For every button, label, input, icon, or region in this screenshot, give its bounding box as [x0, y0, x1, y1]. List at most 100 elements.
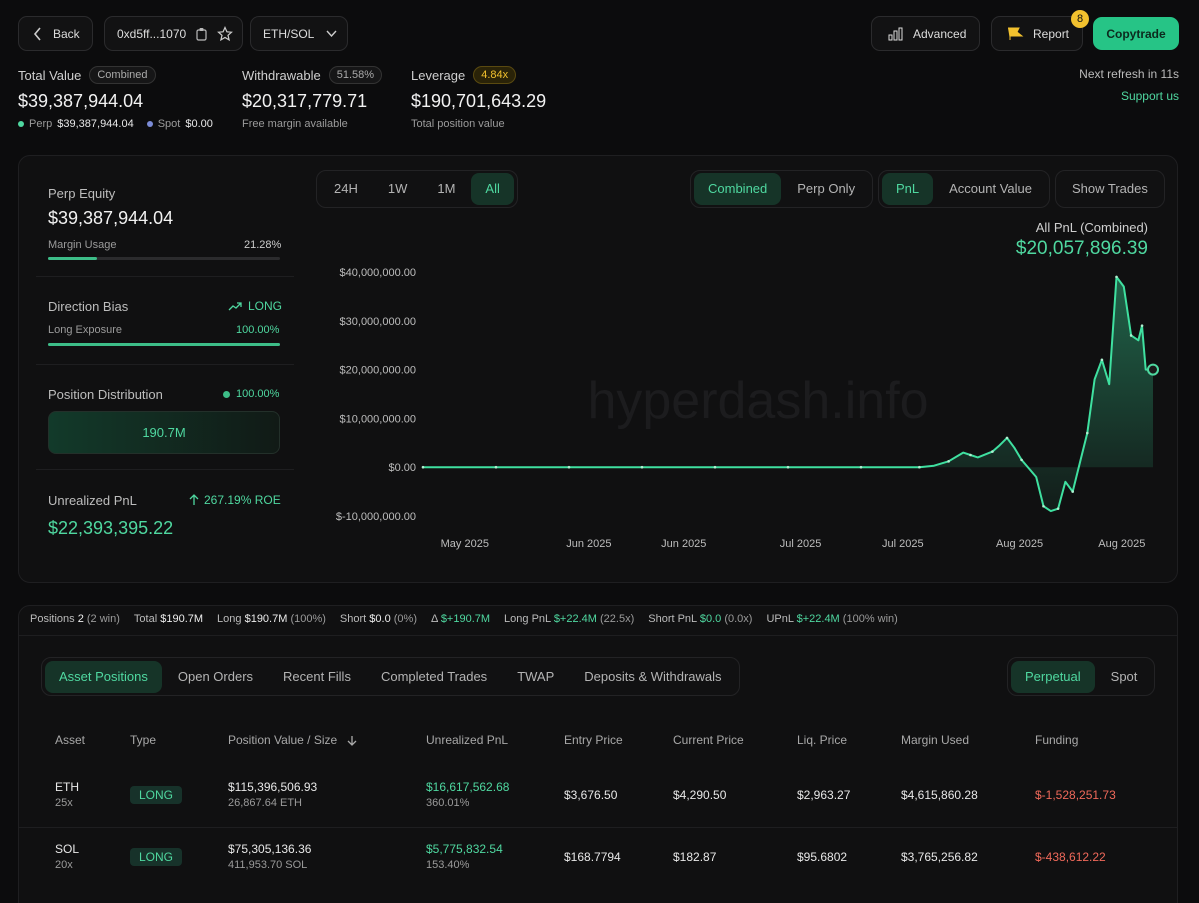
- market-tab-perpetual[interactable]: Perpetual: [1011, 660, 1095, 693]
- copy-icon[interactable]: [195, 27, 208, 41]
- range-tab-24h[interactable]: 24H: [334, 181, 358, 196]
- address-chip[interactable]: 0xd5ff...1070: [104, 16, 243, 51]
- long-exposure-label: Long Exposure: [48, 324, 122, 336]
- margin-usage-label: Margin Usage: [48, 239, 117, 251]
- back-button[interactable]: Back: [18, 16, 93, 51]
- unrealized-pnl-label: Unrealized PnL: [48, 493, 137, 508]
- range-tab-1m[interactable]: 1M: [437, 181, 456, 196]
- tab-asset-positions[interactable]: Asset Positions: [45, 660, 162, 693]
- column-header[interactable]: Funding: [1035, 733, 1079, 747]
- pnl-point: [421, 465, 425, 469]
- pnl-point: [1140, 324, 1144, 327]
- y-tick-label: $10,000,000.00: [340, 413, 416, 425]
- column-header[interactable]: Type: [130, 733, 157, 747]
- y-tick-label: $30,000,000.00: [340, 316, 416, 328]
- pnl-point: [918, 465, 921, 469]
- report-button[interactable]: Report: [991, 16, 1083, 51]
- entry-price-cell: $3,676.50: [564, 788, 618, 802]
- advanced-label: Advanced: [913, 26, 967, 41]
- position-distribution-amount: 190.7M: [142, 425, 186, 440]
- tab-recent-fills[interactable]: Recent Fills: [283, 668, 351, 684]
- spot-label: Spot: [157, 118, 181, 130]
- y-tick-label: $20,000,000.00: [340, 365, 416, 377]
- star-icon[interactable]: [217, 25, 234, 42]
- positions-tabs: Asset Positions Open Orders Recent Fills Co…: [41, 657, 740, 696]
- metric-tab-account-value[interactable]: Account Value: [949, 181, 1033, 196]
- advanced-button[interactable]: Advanced: [871, 16, 980, 51]
- column-header[interactable]: Position Value / Size: [228, 733, 358, 747]
- pnl-chart[interactable]: hyperdash.info $40,000,000.00 $30,000,000.…: [318, 258, 1168, 558]
- watermark-text: hyperdash.info: [587, 372, 928, 430]
- overview-panel: [18, 155, 1178, 583]
- withdrawable-badge: 51.58%: [328, 66, 383, 84]
- market-tab-spot[interactable]: Spot: [1110, 668, 1138, 684]
- leverage-badge: 4.84x: [473, 66, 517, 84]
- pnl-point: [567, 465, 571, 469]
- perp-equity-label: Perp Equity: [48, 186, 116, 201]
- margin-usage-bar: [48, 257, 280, 260]
- leverage-sub: Total position value: [411, 118, 505, 130]
- unrealized-pnl-cell: $5,775,832.54 153.40%: [426, 842, 503, 871]
- copytrade-label: Copytrade: [1106, 26, 1166, 41]
- leverage-value: $190,701,643.29: [411, 91, 547, 111]
- mode-selector: Combined Perp Only: [690, 170, 874, 208]
- pnl-point: [1115, 275, 1118, 279]
- range-tab-1w[interactable]: 1W: [387, 181, 408, 196]
- support-link[interactable]: Support us: [1120, 89, 1179, 103]
- combined-badge: Combined: [89, 66, 156, 84]
- chart-caption-value: $20,057,896.39: [1015, 238, 1148, 259]
- column-header[interactable]: Margin Used: [901, 733, 970, 747]
- unrealized-pnl-cell: $16,617,562.68 360.01%: [426, 780, 510, 809]
- wallet-address: 0xd5ff...1070: [117, 26, 187, 41]
- table-row[interactable]: [19, 768, 1177, 828]
- position-value-cell: $115,396,506.93 26,867.64 ETH: [228, 780, 318, 809]
- position-value-cell: $75,305,136.36 411,953.70 SOL: [228, 842, 312, 871]
- y-tick-label: $0.00: [388, 462, 416, 474]
- margin-usage-value: 21.28%: [244, 239, 282, 251]
- pnl-point: [1020, 458, 1023, 462]
- sort-desc-icon[interactable]: [346, 735, 358, 747]
- mode-tab-combined[interactable]: Combined: [694, 173, 782, 205]
- position-distribution-value: 100.00%: [236, 388, 280, 400]
- column-header[interactable]: Asset: [55, 733, 86, 747]
- x-tick-label: May 2025: [441, 538, 489, 550]
- column-header[interactable]: Current Price: [673, 733, 744, 747]
- perp-dot-icon: [18, 121, 24, 127]
- pair-select[interactable]: ETH/SOL: [250, 16, 348, 51]
- mode-tab-perp-only[interactable]: Perp Only: [797, 181, 856, 196]
- chart-caption: All PnL (Combined): [1035, 220, 1148, 235]
- tab-deposits-withdrawals[interactable]: Deposits & Withdrawals: [584, 668, 722, 684]
- position-distribution-bar[interactable]: 190.7M: [48, 411, 280, 454]
- tab-open-orders[interactable]: Open Orders: [177, 668, 254, 684]
- perp-value: $39,387,944.04: [57, 118, 134, 130]
- show-trades-button[interactable]: Show Trades: [1055, 170, 1165, 208]
- direction-bias-value: LONG: [248, 299, 283, 313]
- column-header[interactable]: Liq. Price: [797, 733, 848, 747]
- long-exposure-value: 100.00%: [236, 324, 280, 336]
- report-label: Report: [1033, 26, 1070, 41]
- tab-completed-trades[interactable]: Completed Trades: [380, 668, 488, 684]
- pnl-point: [786, 465, 790, 469]
- pnl-point: [1086, 431, 1089, 435]
- show-trades-label: Show Trades: [1072, 181, 1148, 196]
- chevron-left-icon: [33, 26, 41, 41]
- column-header[interactable]: Unrealized PnL: [426, 733, 509, 747]
- back-label: Back: [53, 26, 80, 41]
- withdrawable-value: $20,317,779.71: [242, 91, 368, 111]
- margin-used-cell: $3,765,256.82: [901, 850, 978, 864]
- current-price-cell: $182.87: [673, 850, 717, 864]
- pnl-point: [1005, 436, 1009, 440]
- range-tab-all[interactable]: All: [471, 173, 514, 205]
- entry-price-cell: $168.7794: [564, 850, 621, 864]
- pnl-line: [423, 275, 1153, 513]
- position-dot-icon: [223, 390, 230, 398]
- tab-twap[interactable]: TWAP: [517, 668, 555, 684]
- metric-tab-pnl[interactable]: PnL: [882, 173, 934, 205]
- pnl-current-marker[interactable]: [1147, 363, 1159, 376]
- funding-cell: $-438,612.22: [1035, 850, 1106, 864]
- column-header[interactable]: Entry Price: [564, 733, 623, 747]
- spot-value: $0.00: [185, 118, 213, 130]
- copytrade-button[interactable]: Copytrade: [1093, 17, 1179, 50]
- asset-cell: SOL 20x: [55, 842, 80, 871]
- y-tick-label: $-10,000,000.00: [336, 511, 416, 523]
